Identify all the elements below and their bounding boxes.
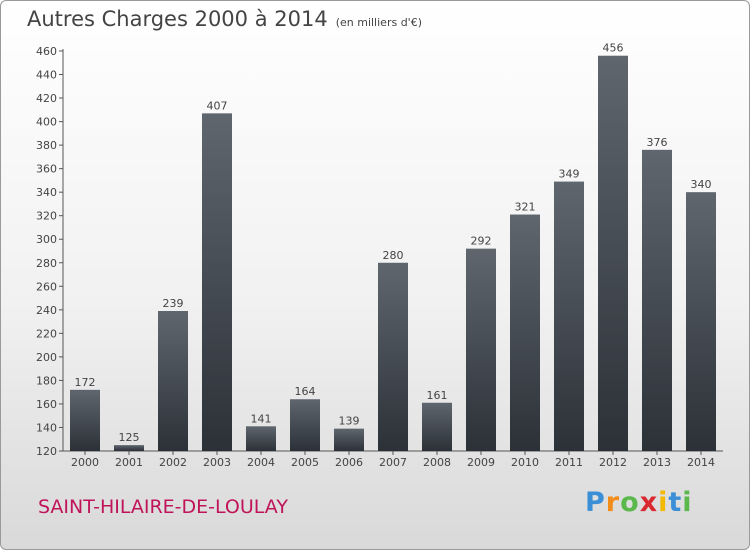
data-label-2004: 141 bbox=[251, 412, 272, 425]
data-label-2005: 164 bbox=[295, 385, 316, 398]
data-label-2014: 340 bbox=[691, 178, 712, 191]
y-tick-label: 160 bbox=[36, 398, 57, 411]
bar-2012 bbox=[598, 55, 628, 452]
y-tick-label: 460 bbox=[36, 45, 57, 58]
y-tick-label: 200 bbox=[36, 351, 57, 364]
data-label-2001: 125 bbox=[119, 431, 140, 444]
bar-2014 bbox=[686, 192, 716, 452]
data-label-2013: 376 bbox=[647, 136, 668, 149]
bar-2007 bbox=[378, 262, 408, 451]
data-label-2010: 321 bbox=[515, 201, 536, 214]
x-tick-label: 2011 bbox=[555, 456, 583, 469]
chart-subtitle: (en milliers d'€) bbox=[335, 16, 422, 29]
y-tick-label: 280 bbox=[36, 257, 57, 270]
x-tick-label: 2012 bbox=[599, 456, 627, 469]
x-tick-label: 2009 bbox=[467, 456, 495, 469]
bar-2009 bbox=[466, 248, 496, 451]
proxiti-logo: Proxiti bbox=[585, 487, 693, 518]
data-label-2007: 280 bbox=[383, 249, 404, 262]
data-label-2008: 161 bbox=[427, 389, 448, 402]
y-tick-label: 420 bbox=[36, 92, 57, 105]
y-tick-label: 220 bbox=[36, 327, 57, 340]
y-tick-label: 140 bbox=[36, 421, 57, 434]
x-tick-label: 2000 bbox=[71, 456, 99, 469]
x-tick-label: 2010 bbox=[511, 456, 539, 469]
bar-2006 bbox=[334, 428, 364, 451]
y-tick-label: 340 bbox=[36, 186, 57, 199]
bar-2013 bbox=[642, 149, 672, 451]
y-tick-label: 300 bbox=[36, 233, 57, 246]
chart-title-text: Autres Charges 2000 à 2014 bbox=[27, 7, 328, 31]
x-tick-label: 2003 bbox=[203, 456, 231, 469]
data-label-2012: 456 bbox=[603, 42, 624, 55]
y-tick-label: 180 bbox=[36, 374, 57, 387]
y-tick-label: 440 bbox=[36, 69, 57, 82]
logo-letter: P bbox=[585, 487, 606, 518]
chart-title: Autres Charges 2000 à 2014 (en milliers d… bbox=[27, 7, 422, 31]
logo-letter: i bbox=[682, 487, 693, 518]
y-tick-label: 240 bbox=[36, 304, 57, 317]
data-label-2009: 292 bbox=[471, 235, 492, 248]
x-tick-label: 2001 bbox=[115, 456, 143, 469]
data-label-2000: 172 bbox=[75, 376, 96, 389]
bar-2004 bbox=[246, 426, 276, 451]
x-tick-label: 2004 bbox=[247, 456, 275, 469]
logo-letter: o bbox=[620, 487, 640, 518]
y-tick-label: 380 bbox=[36, 139, 57, 152]
logo-letter: i bbox=[658, 487, 669, 518]
bar-2008 bbox=[422, 402, 452, 451]
y-tick-label: 360 bbox=[36, 163, 57, 176]
bar-2000 bbox=[70, 389, 100, 451]
data-label-2011: 349 bbox=[559, 168, 580, 181]
bar-2010 bbox=[510, 214, 540, 451]
x-tick-label: 2008 bbox=[423, 456, 451, 469]
logo-letter: r bbox=[605, 487, 621, 518]
bar-2001 bbox=[114, 445, 144, 451]
x-tick-label: 2013 bbox=[643, 456, 671, 469]
bar-2002 bbox=[158, 311, 188, 451]
data-label-2003: 407 bbox=[207, 99, 228, 112]
logo-letter: x bbox=[639, 487, 659, 518]
bar-2011 bbox=[554, 181, 584, 451]
data-label-2002: 239 bbox=[163, 297, 184, 310]
x-tick-label: 2014 bbox=[687, 456, 715, 469]
location-name: SAINT-HILAIRE-DE-LOULAY bbox=[38, 496, 288, 518]
bar-2005 bbox=[290, 399, 320, 451]
bar-2003 bbox=[202, 113, 232, 452]
x-tick-label: 2002 bbox=[159, 456, 187, 469]
y-tick-label: 320 bbox=[36, 210, 57, 223]
y-tick-label: 260 bbox=[36, 280, 57, 293]
y-tick-label: 120 bbox=[36, 445, 57, 458]
x-tick-label: 2006 bbox=[335, 456, 363, 469]
logo-letter: t bbox=[668, 487, 683, 518]
x-tick-label: 2007 bbox=[379, 456, 407, 469]
data-label-2006: 139 bbox=[339, 415, 360, 428]
x-tick-label: 2005 bbox=[291, 456, 319, 469]
y-tick-label: 400 bbox=[36, 116, 57, 129]
